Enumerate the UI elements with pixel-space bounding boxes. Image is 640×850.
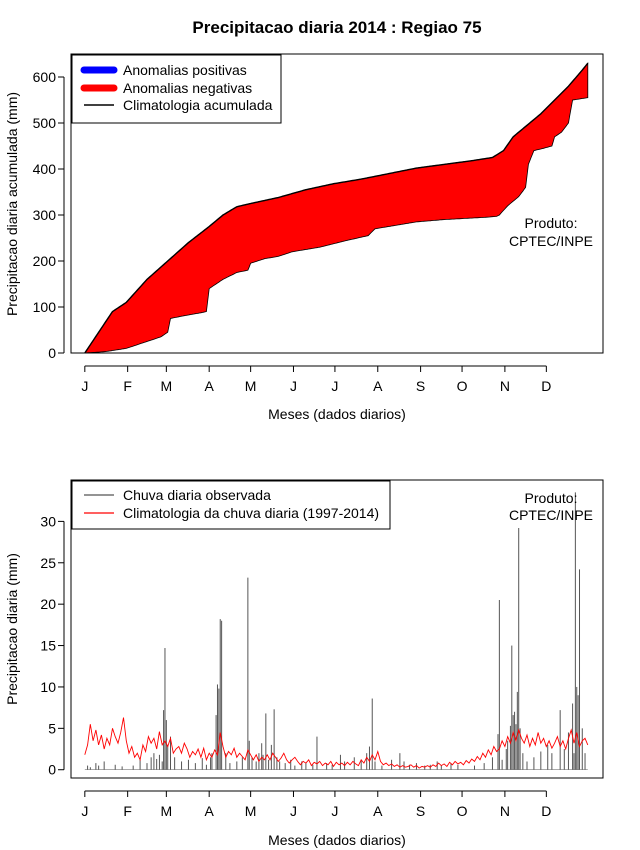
top-x-tick-label: J bbox=[290, 378, 297, 394]
bottom-y-tick-label: 25 bbox=[40, 555, 56, 571]
bottom-x-tick-label: S bbox=[416, 803, 425, 819]
bottom-chart: 0 5 10 15 20 25 30 J F M A M J J A S O N D Meses (dados d… bbox=[4, 479, 604, 848]
top-x-tick-label: J bbox=[81, 378, 88, 394]
bottom-x-tick-label: D bbox=[541, 803, 551, 819]
top-x-tick-label: S bbox=[416, 378, 425, 394]
top-y-tick-label: 600 bbox=[33, 69, 57, 85]
top-y-axis: 0 100 200 300 400 500 600 bbox=[33, 69, 65, 361]
top-legend: Anomalias positivas Anomalias negativas … bbox=[71, 54, 282, 124]
top-y-tick-label: 200 bbox=[33, 253, 57, 269]
bottom-y-tick-label: 30 bbox=[40, 513, 56, 529]
legend-label-observed: Chuva diaria observada bbox=[123, 487, 271, 503]
bottom-x-tick-label: M bbox=[245, 803, 257, 819]
bottom-x-tick-label: J bbox=[81, 803, 88, 819]
legend-label-positive: Anomalias positivas bbox=[123, 62, 247, 78]
bottom-legend-box bbox=[71, 480, 391, 530]
legend-label-negative: Anomalias negativas bbox=[123, 80, 252, 96]
bottom-x-tick-label: A bbox=[205, 803, 215, 819]
top-y-tick-label: 500 bbox=[33, 115, 57, 131]
bottom-x-tick-label: M bbox=[161, 803, 173, 819]
top-y-tick-label: 400 bbox=[33, 161, 57, 177]
bottom-y-tick-label: 10 bbox=[40, 679, 56, 695]
bottom-climatology-layer bbox=[84, 717, 589, 769]
bottom-x-tick-label: J bbox=[331, 803, 338, 819]
top-x-axis-label: Meses (dados diarios) bbox=[268, 406, 406, 422]
bottom-x-tick-label: N bbox=[500, 803, 510, 819]
bottom-y-tick-label: 0 bbox=[48, 762, 56, 778]
bottom-y-axis-label: Precipitacao diaria (mm) bbox=[4, 553, 20, 705]
top-x-tick-label: M bbox=[245, 378, 257, 394]
top-x-tick-label: A bbox=[205, 378, 215, 394]
bottom-y-tick-label: 5 bbox=[48, 720, 56, 736]
bottom-y-axis: 0 5 10 15 20 25 30 bbox=[40, 513, 65, 778]
chart-title: Precipitacao diaria 2014 : Regiao 75 bbox=[192, 18, 481, 37]
bottom-legend: Chuva diaria observada Climatologia da c… bbox=[71, 480, 391, 530]
top-x-tick-label: J bbox=[331, 378, 338, 394]
top-y-axis-label: Precipitacao diaria acumulada (mm) bbox=[4, 92, 20, 316]
bottom-y-tick-label: 15 bbox=[40, 638, 56, 654]
top-y-tick-label: 0 bbox=[48, 345, 56, 361]
top-x-tick-label: A bbox=[373, 378, 383, 394]
top-y-tick-label: 300 bbox=[33, 207, 57, 223]
bottom-x-tick-label: A bbox=[373, 803, 383, 819]
top-x-tick-label: N bbox=[500, 378, 510, 394]
top-x-tick-label: M bbox=[161, 378, 173, 394]
bottom-x-tick-label: J bbox=[290, 803, 297, 819]
bottom-plot-frame bbox=[70, 479, 604, 779]
daily-climatology-line bbox=[84, 717, 589, 769]
bottom-bars-layer bbox=[84, 492, 588, 771]
top-annotation-line2: CPTEC/INPE bbox=[509, 233, 593, 249]
bottom-annotation-line2: CPTEC/INPE bbox=[509, 507, 593, 523]
bottom-x-axis-label: Meses (dados diarios) bbox=[268, 832, 406, 848]
bottom-y-tick-label: 20 bbox=[40, 596, 56, 612]
top-x-tick-label: D bbox=[541, 378, 551, 394]
top-plot-frame bbox=[70, 53, 604, 354]
top-x-tick-label: O bbox=[457, 378, 468, 394]
bottom-x-tick-label: O bbox=[457, 803, 468, 819]
bottom-annotation-line1: Produto: bbox=[525, 490, 578, 506]
top-x-tick-label: F bbox=[123, 378, 132, 394]
top-area-layer bbox=[84, 62, 589, 354]
top-y-tick-label: 100 bbox=[33, 299, 57, 315]
legend-label-climatology: Climatologia acumulada bbox=[123, 97, 273, 113]
climatology-cumulative-line bbox=[84, 62, 589, 354]
bottom-x-tick-label: F bbox=[123, 803, 132, 819]
top-annotation-line1: Produto: bbox=[525, 215, 578, 231]
legend-label-daily-climatology: Climatologia da chuva diaria (1997-2014) bbox=[123, 505, 379, 521]
top-chart: 0 100 200 300 400 500 600 J F M A M J J A S O N D Meses (… bbox=[4, 53, 604, 422]
